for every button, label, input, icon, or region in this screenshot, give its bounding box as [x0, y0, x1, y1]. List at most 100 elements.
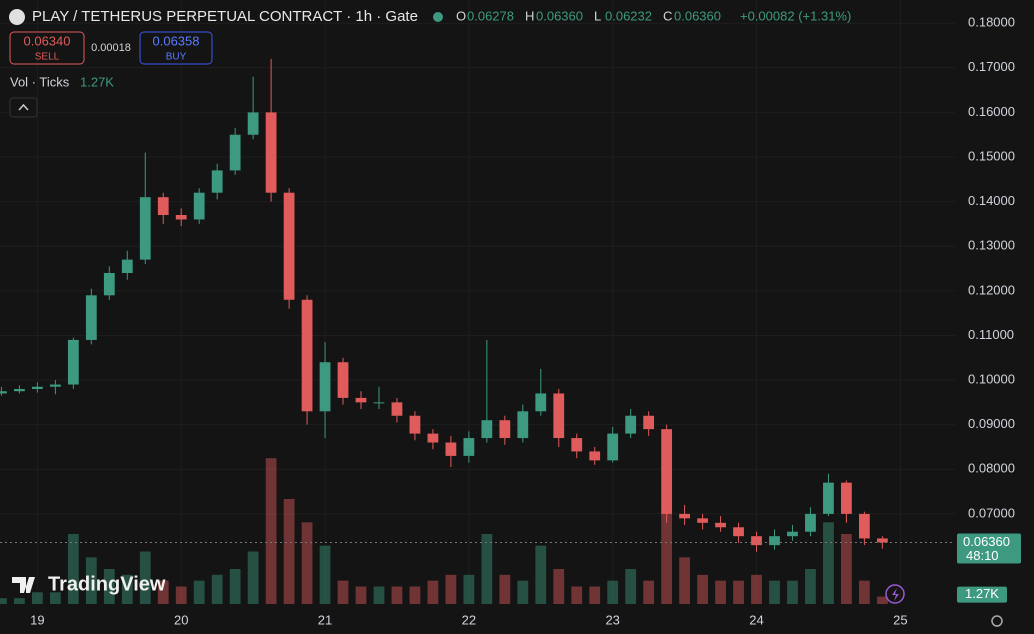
- candle-body: [481, 420, 493, 439]
- x-tick-label: 19: [30, 612, 44, 627]
- status-dot: [433, 12, 443, 22]
- flash-button[interactable]: [885, 584, 905, 604]
- candle-body: [211, 170, 223, 193]
- chart-title: PLAY / TETHERUS PERPETUAL CONTRACT · 1h …: [32, 8, 418, 25]
- candle-body: [0, 391, 7, 394]
- volume-bar: [0, 598, 7, 604]
- volume-bar: [481, 534, 493, 604]
- last-price-label: 0.06360: [963, 534, 1010, 549]
- candle-body: [697, 518, 708, 523]
- volume-bar: [841, 534, 852, 604]
- sell-price: 0.06340: [24, 33, 71, 48]
- volume-bar: [517, 580, 529, 604]
- last-price-box: [957, 533, 1021, 564]
- volume-bar: [499, 574, 511, 604]
- candle-body: [265, 112, 277, 193]
- y-tick-label: 0.11000: [968, 327, 1014, 342]
- y-tick-label: 0.10000: [968, 372, 1015, 387]
- candle-body: [535, 393, 547, 412]
- candle-body: [49, 384, 61, 387]
- volume-bar: [49, 592, 61, 604]
- volume-bar: [103, 569, 115, 604]
- candle-body: [769, 536, 780, 546]
- volume-bar: [589, 586, 601, 604]
- x-tick-label: 25: [893, 612, 907, 627]
- ohlc-value: 0.06360: [536, 8, 583, 23]
- volume-bar: [643, 580, 655, 604]
- settings-button[interactable]: [991, 615, 1003, 627]
- brand-logo: [12, 577, 35, 593]
- price-change: +0.00082 (+1.31%): [740, 8, 851, 23]
- volume-bar: [193, 580, 205, 604]
- volume-bar: [157, 580, 169, 604]
- candle-body: [463, 438, 475, 456]
- volume-bar: [858, 580, 870, 604]
- volume-bar: [661, 510, 673, 604]
- y-tick-label: 0.14000: [968, 193, 1015, 208]
- ohlc-key: H: [525, 8, 534, 23]
- candle-body: [85, 295, 97, 340]
- candle-body: [805, 513, 816, 532]
- candle-body: [715, 522, 726, 528]
- volume-bar: [319, 545, 331, 604]
- ohlc-value: 0.06360: [674, 8, 721, 23]
- volume-bar: [175, 586, 187, 604]
- volume-bar: [14, 598, 25, 604]
- candle-body: [67, 339, 79, 385]
- candle-body: [301, 299, 313, 412]
- volume-bar: [427, 580, 439, 604]
- volume-indicator: Vol · Ticks: [10, 74, 70, 89]
- x-tick-label: 21: [318, 612, 332, 627]
- y-tick-label: 0.13000: [968, 238, 1015, 253]
- candle-body: [445, 442, 457, 456]
- candle-body: [733, 527, 744, 537]
- spread: 0.00018: [91, 42, 131, 54]
- candle-body: [517, 411, 529, 439]
- symbol-icon[interactable]: [9, 9, 25, 25]
- sell-label: SELL: [35, 52, 60, 63]
- volume-bar: [283, 499, 295, 604]
- candle-body: [607, 433, 619, 461]
- y-tick-label: 0.09000: [968, 416, 1015, 431]
- volume-bar: [32, 592, 43, 604]
- volume-bar: [463, 574, 475, 604]
- candle-body: [103, 273, 115, 296]
- buy-price: 0.06358: [153, 33, 200, 48]
- candle-body: [823, 482, 834, 514]
- volume-bar: [876, 596, 888, 604]
- volume-bar: [391, 586, 403, 604]
- volume-bar: [445, 574, 457, 604]
- volume-bar: [625, 569, 637, 604]
- volume-bar: [697, 574, 708, 604]
- volume-bar: [355, 586, 367, 604]
- volume-bar: [805, 569, 816, 604]
- candle-body: [571, 438, 583, 452]
- volume-bar: [787, 580, 798, 604]
- flash-icon: [892, 588, 899, 601]
- buy-label: BUY: [166, 52, 187, 63]
- candle-body: [157, 197, 169, 216]
- candle-body: [175, 215, 187, 220]
- sell-button[interactable]: [9, 31, 85, 65]
- candle-body: [319, 362, 331, 412]
- volume-axis-label: 1.27K: [965, 586, 999, 601]
- candle-body: [427, 433, 439, 443]
- candle-body: [625, 415, 637, 434]
- collapse-button[interactable]: [9, 97, 38, 118]
- x-tick-label: 23: [605, 612, 619, 627]
- volume-bar: [553, 569, 565, 604]
- volume-label-box: [957, 586, 1007, 603]
- y-tick-label: 0.18000: [968, 15, 1015, 30]
- candle-body: [751, 536, 762, 546]
- candle-body: [787, 531, 798, 537]
- candle-body: [247, 112, 259, 135]
- buy-button[interactable]: [139, 31, 213, 65]
- candle-body: [589, 451, 601, 461]
- candle-body: [391, 402, 403, 416]
- volume-bar: [301, 522, 313, 604]
- candle-body: [679, 513, 691, 519]
- volume-bar: [229, 569, 241, 604]
- y-tick-label: 0.16000: [968, 104, 1015, 119]
- volume-bar: [823, 522, 834, 604]
